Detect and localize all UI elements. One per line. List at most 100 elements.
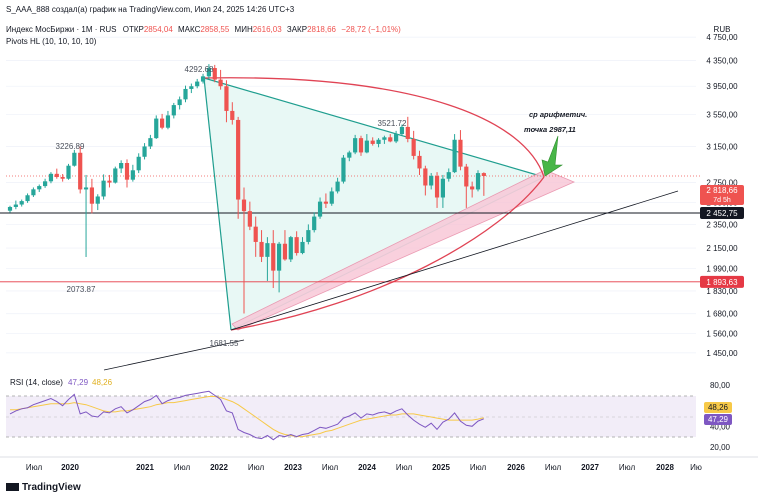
time-tick-label: Июл	[26, 463, 43, 472]
candle-body	[411, 138, 416, 156]
candle-body	[83, 187, 89, 190]
candle-body	[475, 173, 481, 190]
symbol-title[interactable]: Индекс МосБиржи · 1M · RUS	[6, 25, 117, 34]
candle-body	[206, 68, 211, 77]
candle-body	[218, 79, 223, 87]
time-tick-label: 2021	[136, 463, 154, 472]
time-tick-label: Июл	[322, 463, 339, 472]
candle-body	[13, 204, 18, 207]
level-tag	[700, 275, 744, 288]
horizontal-levels: 2 452,75 1 893,63	[0, 175, 744, 288]
rsi-title: RSI (14, close)	[10, 378, 63, 387]
triangle-upper-edge	[203, 77, 545, 178]
last-price-tag: 2 818,66 7d 5h	[700, 185, 744, 205]
candle-body	[277, 243, 282, 271]
rsi-tick-label: 80,00	[710, 381, 731, 390]
pivot-label-mid: 3521.72	[378, 119, 407, 128]
rsi-axis[interactable]: 80,00 40,00 20,00	[710, 381, 731, 452]
rsi-ma-tag: 48,26	[704, 402, 732, 413]
ohlc-high-label: МАКС	[178, 25, 201, 34]
candle-body	[347, 152, 352, 158]
candle-body	[481, 173, 486, 176]
candle-body	[353, 138, 358, 153]
candle-body	[230, 110, 235, 120]
level-tag	[700, 207, 744, 220]
rsi-tick-label: 20,00	[710, 443, 731, 452]
price-tick-label: 1 680,00	[706, 310, 738, 319]
price-axis[interactable]: 4 750,00 4 350,00 3 950,00 3 550,00 3 150,00…	[706, 33, 738, 358]
candle-body	[399, 126, 405, 135]
candle-body	[7, 206, 13, 211]
candle-body	[189, 86, 194, 89]
rsi-ma-value: 48,26	[92, 378, 113, 387]
candle-body	[95, 196, 100, 204]
ohlc-change: −28,72 (−1,01%)	[341, 25, 401, 34]
time-tick-label: Июл	[248, 463, 265, 472]
candle-body	[312, 216, 317, 231]
candle-body	[183, 88, 188, 100]
time-tick-label: 2028	[656, 463, 674, 472]
time-tick-label: 2026	[507, 463, 525, 472]
last-price-countdown: 7d 5h	[713, 197, 731, 204]
candle-body	[247, 211, 252, 227]
symbol-row: Индекс МосБиржи · 1M · RUS ОТКР2854,04 М…	[6, 25, 401, 34]
candle-body	[72, 152, 77, 166]
candle-body	[429, 175, 434, 186]
candle-body	[370, 140, 375, 144]
candle-body	[288, 237, 293, 260]
pivot-label-left: 3226.89	[56, 142, 85, 151]
candle-body	[294, 237, 299, 254]
candle-body	[236, 119, 241, 200]
candle-body	[335, 181, 340, 192]
tradingview-logo[interactable]: TradingView	[6, 482, 81, 493]
candle-body	[195, 81, 200, 87]
rsi-line	[9, 390, 484, 441]
candle-body	[66, 165, 71, 179]
time-axis[interactable]: Июл 2020 2021 Июл 2022 Июл 2023 Июл 2024 Июл 2025 И…	[26, 463, 702, 472]
time-tick-label: 2023	[284, 463, 302, 472]
candle-body	[470, 186, 475, 190]
candle-body	[446, 172, 451, 179]
candle-body	[323, 201, 328, 204]
candle-body	[458, 139, 463, 167]
candle-body	[148, 138, 153, 147]
candle-body	[119, 162, 124, 169]
price-tick-label: 4 350,00	[706, 57, 738, 66]
rsi-tag: 47,29	[704, 414, 732, 425]
candle-body	[60, 177, 65, 179]
time-tick-label: 2022	[210, 463, 228, 472]
candle-body	[37, 186, 42, 190]
time-tick-label: 2027	[581, 463, 599, 472]
pivot-label-high: 4292.68	[185, 65, 214, 74]
price-tick-label: 1 450,00	[706, 349, 738, 358]
candle-body	[464, 166, 469, 187]
arrow-annotation	[541, 135, 564, 177]
triangle-left-edge	[203, 77, 232, 331]
price-tick-label: 1 990,00	[706, 265, 738, 274]
time-tick-label: 2025	[432, 463, 450, 472]
arc-bottom	[230, 176, 545, 331]
author-line: S_AAA_888 создал(а) график на TradingVie…	[6, 5, 295, 14]
indicator-label[interactable]: Pivots HL (10, 10, 10, 10)	[6, 37, 97, 46]
price-tick-label: 3 150,00	[706, 142, 738, 151]
ohlc-close-value: 2818,66	[307, 25, 336, 34]
candle-body	[171, 105, 176, 116]
tradingview-logo-icon	[6, 483, 19, 491]
currency-label: RUB	[714, 25, 731, 34]
candle-body	[124, 162, 130, 180]
candle-body	[224, 86, 229, 111]
rsi-ma-tag-value: 48,26	[708, 403, 729, 412]
candles	[7, 64, 486, 314]
annotation-line1: ср арифметич.	[529, 110, 587, 119]
candle-body	[101, 180, 106, 197]
candle-body	[25, 195, 30, 202]
candle-body	[19, 201, 24, 205]
candle-body	[241, 199, 247, 212]
time-tick-label: 2024	[358, 463, 376, 472]
candle-body	[394, 134, 399, 142]
candle-body	[200, 76, 206, 82]
rsi-band	[6, 396, 696, 437]
time-tick-label: 2020	[61, 463, 79, 472]
level-tag-label: 1 893,63	[706, 278, 738, 287]
